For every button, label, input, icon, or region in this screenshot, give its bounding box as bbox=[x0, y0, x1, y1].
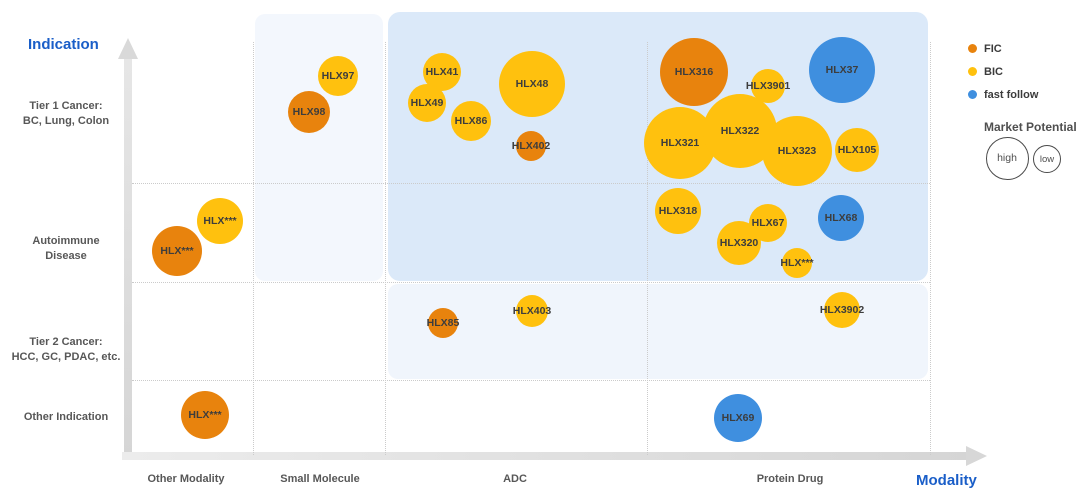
y-tick-autoimmune: Autoimmune Disease bbox=[32, 235, 100, 262]
bubble-label: HLX49 bbox=[410, 97, 444, 109]
legend-dot bbox=[968, 44, 977, 53]
market-potential-title: Market Potential bbox=[984, 120, 1077, 134]
bubble-hlx97: HLX97 bbox=[318, 56, 358, 96]
legend-label: FIC bbox=[984, 42, 1002, 55]
legend-dot bbox=[968, 67, 977, 76]
bubble-hlx48: HLX48 bbox=[499, 51, 565, 117]
legend-item-bic: BIC bbox=[968, 60, 1038, 83]
bubble-label: HLX322 bbox=[720, 125, 760, 137]
bubble-hlx: HLX*** bbox=[181, 391, 229, 439]
market-potential-high-circle: high bbox=[985, 136, 1029, 180]
bubble-hlx: HLX*** bbox=[780, 248, 814, 278]
bubble-hlx68: HLX68 bbox=[818, 195, 864, 241]
x-tick-adc: ADC bbox=[503, 473, 527, 485]
legend-label: BIC bbox=[984, 65, 1003, 78]
gridline-v bbox=[647, 42, 648, 455]
small-molecule-highlight bbox=[255, 14, 383, 281]
bubble-label: HLX321 bbox=[660, 137, 700, 149]
bubble-label: HLX69 bbox=[721, 412, 755, 424]
bubble-label: HLX316 bbox=[674, 66, 714, 78]
x-axis-arrowhead bbox=[966, 446, 987, 466]
y-tick-tier-2-cancer: Tier 2 Cancer: HCC, GC, PDAC, etc. bbox=[11, 336, 121, 363]
bubble-label: HLX105 bbox=[837, 144, 877, 156]
bubble-label: HLX320 bbox=[719, 237, 759, 249]
bubble-hlx: HLX*** bbox=[152, 226, 202, 276]
bubble-hlx3902: HLX3902 bbox=[820, 292, 864, 328]
bubble-label: HLX*** bbox=[780, 257, 814, 269]
legend-label: fast follow bbox=[984, 88, 1039, 101]
gridline-h bbox=[132, 183, 930, 184]
bubble-label: HLX85 bbox=[426, 317, 460, 329]
bubble-label: HLX86 bbox=[454, 115, 488, 127]
bubble-label: HLX3902 bbox=[819, 304, 865, 316]
bubble-label: HLX67 bbox=[751, 217, 785, 229]
x-axis-title: Modality bbox=[916, 472, 977, 489]
x-tick-small-molecule: Small Molecule bbox=[280, 473, 360, 485]
bubble-label: HLX318 bbox=[658, 205, 698, 217]
bubble-hlx320: HLX320 bbox=[717, 221, 761, 265]
bubble-label: HLX*** bbox=[160, 245, 194, 257]
gridline-h bbox=[132, 282, 930, 283]
bubble-label: HLX41 bbox=[425, 66, 459, 78]
legend: FIC BIC fast follow bbox=[968, 37, 1038, 106]
legend-item-fast-follow: fast follow bbox=[968, 83, 1038, 106]
y-tick-tier-1-cancer: Tier 1 Cancer: BC, Lung, Colon bbox=[22, 100, 110, 127]
bubble-hlx86: HLX86 bbox=[451, 101, 491, 141]
bubble-label: HLX3901 bbox=[745, 80, 791, 92]
bubble-hlx402: HLX402 bbox=[512, 131, 550, 161]
bubble-label: HLX37 bbox=[825, 64, 859, 76]
y-axis-arrow bbox=[124, 58, 132, 455]
bubble-label: HLX98 bbox=[292, 106, 326, 118]
bubble-hlx85: HLX85 bbox=[426, 308, 460, 338]
bubble-hlx37: HLX37 bbox=[809, 37, 875, 103]
gridline-v bbox=[930, 42, 931, 455]
bubble-label: HLX48 bbox=[515, 78, 549, 90]
bubble-label: HLX323 bbox=[777, 145, 817, 157]
gridline-h bbox=[132, 380, 930, 381]
y-axis-arrowhead bbox=[118, 38, 138, 59]
legend-dot bbox=[968, 90, 977, 99]
gridline-v bbox=[385, 42, 386, 455]
x-tick-protein-drug: Protein Drug bbox=[756, 473, 824, 485]
bubble-hlx318: HLX318 bbox=[655, 188, 701, 234]
market-potential-low-circle: low bbox=[1033, 145, 1061, 173]
x-tick-other-modality: Other Modality bbox=[147, 473, 225, 485]
y-tick-other-indication: Other Indication bbox=[23, 410, 109, 423]
bubble-hlx69: HLX69 bbox=[714, 394, 762, 442]
bubble-label: HLX402 bbox=[511, 140, 551, 152]
bubble-label: HLX*** bbox=[203, 215, 237, 227]
bubble-hlx: HLX*** bbox=[197, 198, 243, 244]
bubble-label: HLX403 bbox=[512, 305, 552, 317]
bubble-label: HLX68 bbox=[824, 212, 858, 224]
y-axis-title: Indication bbox=[28, 36, 99, 53]
bubble-hlx49: HLX49 bbox=[408, 84, 446, 122]
bubble-hlx316: HLX316 bbox=[660, 38, 728, 106]
legend-item-fic: FIC bbox=[968, 37, 1038, 60]
bubble-hlx41: HLX41 bbox=[423, 53, 461, 91]
bubble-hlx98: HLX98 bbox=[288, 91, 330, 133]
bubble-hlx403: HLX403 bbox=[513, 295, 551, 327]
x-axis-arrow bbox=[122, 452, 967, 460]
gridline-v bbox=[253, 42, 254, 455]
bubble-hlx323: HLX323 bbox=[762, 116, 832, 186]
bubble-label: HLX*** bbox=[188, 409, 222, 421]
bubble-hlx105: HLX105 bbox=[835, 128, 879, 172]
bubble-label: HLX97 bbox=[321, 70, 355, 82]
